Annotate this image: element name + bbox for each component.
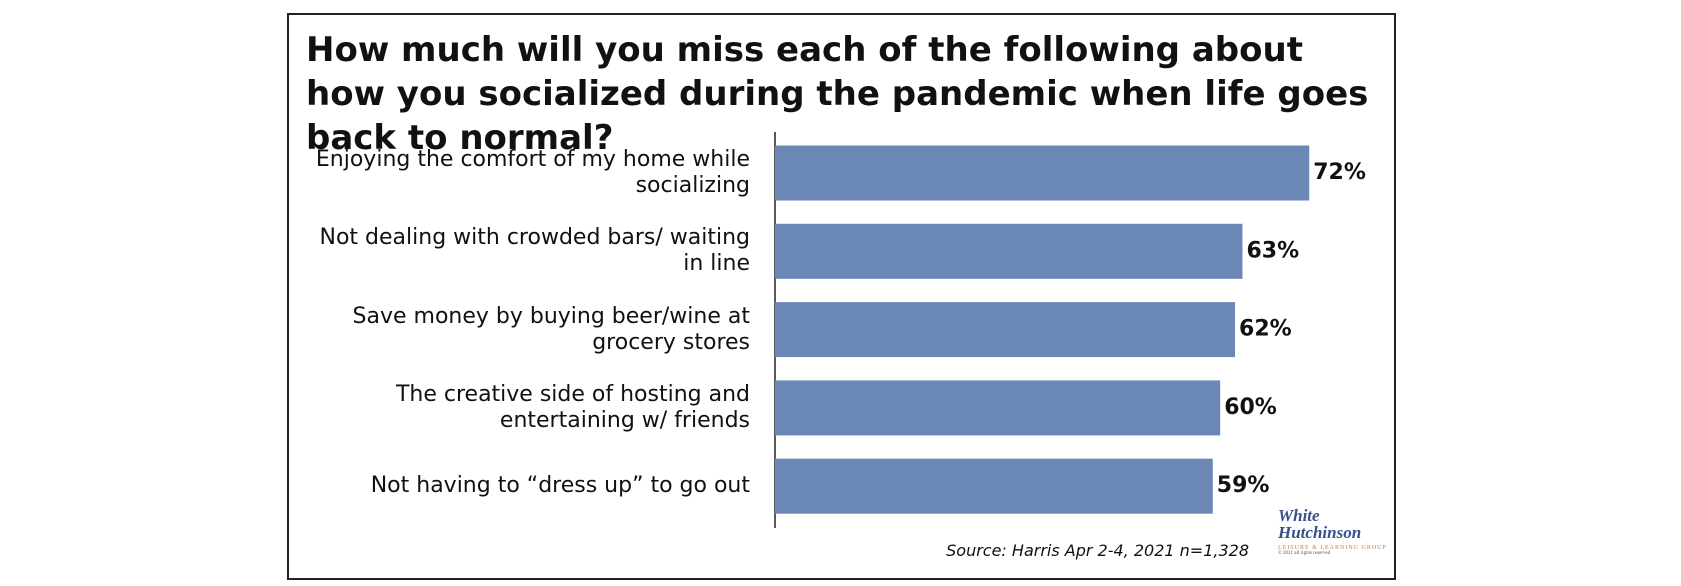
category-label: Save money by buying beer/wine at grocer… xyxy=(352,303,750,355)
value-label: 62% xyxy=(1239,317,1292,342)
value-label: 59% xyxy=(1217,473,1270,498)
value-label: 60% xyxy=(1224,395,1277,420)
bar xyxy=(775,458,1213,514)
category-label: The creative side of hosting and enterta… xyxy=(395,381,750,433)
value-label: 72% xyxy=(1313,160,1366,185)
bar xyxy=(775,302,1236,358)
frame xyxy=(287,13,1396,580)
category-label: Not having to “dress up” to go out xyxy=(370,473,750,499)
logo-name: White Hutchinson xyxy=(1278,506,1362,542)
bar xyxy=(775,380,1221,436)
logo-copyright: © 2021 all rights reserved xyxy=(1278,551,1331,556)
logo: White Hutchinson LEISURE & LEARNING GROU… xyxy=(1278,507,1387,556)
value-label: 63% xyxy=(1246,238,1299,263)
bar xyxy=(775,223,1243,279)
category-label: Enjoying the comfort of my home while so… xyxy=(315,147,750,198)
category-label: Not dealing with crowded bars/ waiting i… xyxy=(319,225,750,277)
logo-tagline: LEISURE & LEARNING GROUP xyxy=(1278,545,1387,551)
chart-title: How much will you miss each of the follo… xyxy=(306,30,1369,158)
source-note: Source: Harris Apr 2-4, 2021 n=1,328 xyxy=(946,541,1249,560)
bar xyxy=(775,145,1310,201)
